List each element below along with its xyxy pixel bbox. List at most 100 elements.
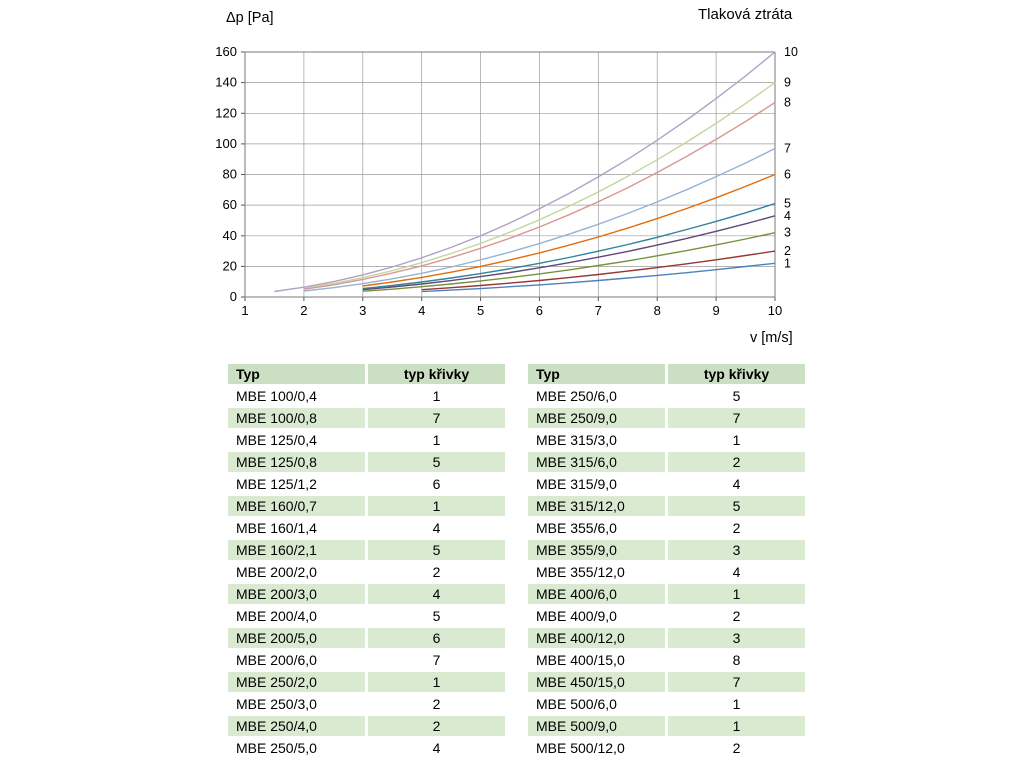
type-cell: MBE 200/6,0: [236, 652, 317, 668]
curve-label-8: 8: [784, 96, 791, 110]
curve-number-cell: 1: [368, 496, 505, 516]
type-cell: MBE 250/4,0: [228, 716, 365, 736]
curve-number-cell: 8: [732, 652, 741, 668]
x-tick-label: 8: [654, 303, 661, 318]
type-cell: MBE 500/9,0: [528, 716, 665, 736]
x-tick-label: 5: [477, 303, 484, 318]
y-tick-label: 20: [223, 258, 237, 273]
type-cell: MBE 250/6,0: [536, 388, 617, 404]
type-cell: MBE 355/9,0: [528, 540, 665, 560]
type-cell: MBE 200/2,0: [236, 564, 317, 580]
type-cell: MBE 315/9,0: [536, 476, 617, 492]
curve-number-cell: 4: [432, 520, 441, 536]
table-row: MBE 250/2,0 1: [228, 672, 505, 692]
table-row: MBE 100/0,8 7: [228, 408, 505, 428]
table-row: MBE 200/2,0 2: [228, 562, 505, 582]
curve-label-9: 9: [784, 76, 791, 90]
curve-label-7: 7: [784, 142, 791, 156]
curve-number-cell: 1: [732, 432, 741, 448]
table-row: MBE 250/4,0 2: [228, 716, 505, 736]
type-cell: MBE 160/0,7: [228, 496, 365, 516]
x-tick-label: 9: [712, 303, 719, 318]
y-tick-label: 140: [215, 75, 237, 90]
curve-label-5: 5: [784, 197, 791, 211]
type-cell: MBE 100/0,8: [228, 408, 365, 428]
curve-number-cell: 1: [668, 584, 805, 604]
curve-label-3: 3: [784, 226, 791, 240]
y-tick-label: 60: [223, 197, 237, 212]
curve-number-cell: 2: [732, 608, 741, 624]
curve-number-cell: 3: [668, 628, 805, 648]
table-row: MBE 160/1,4 4: [228, 518, 505, 538]
curve-line-2: [421, 250, 776, 291]
table-row: MBE 125/1,2 6: [228, 474, 505, 494]
table-row: MBE 400/15,0 8: [528, 650, 805, 670]
table-row: MBE 200/6,0 7: [228, 650, 505, 670]
curve-number-cell: 1: [432, 432, 441, 448]
y-axis-label: Δp [Pa]: [226, 10, 274, 26]
y-tick-label: 40: [223, 228, 237, 243]
type-cell: MBE 500/6,0: [536, 696, 617, 712]
curve-label-1: 1: [784, 256, 791, 270]
table-row: MBE 500/6,0 1: [528, 694, 805, 714]
curve-label-6: 6: [784, 168, 791, 182]
table-row: MBE 100/0,4 1: [228, 386, 505, 406]
curve-number-cell: 1: [668, 716, 805, 736]
type-cell: MBE 250/9,0: [528, 408, 665, 428]
table-header-row: Typ typ křivky: [228, 364, 505, 384]
table-row: MBE 250/3,0 2: [228, 694, 505, 714]
curve-number-cell: 7: [432, 652, 441, 668]
chart-title: Tlaková ztráta: [698, 6, 793, 23]
table-row: MBE 200/3,0 4: [228, 584, 505, 604]
type-cell: MBE 160/2,1: [228, 540, 365, 560]
table-header-row: Typ typ křivky: [528, 364, 805, 384]
table-row: MBE 355/12,0 4: [528, 562, 805, 582]
type-cell: MBE 200/3,0: [228, 584, 365, 604]
table-row: MBE 200/5,0 6: [228, 628, 505, 648]
type-cell: MBE 100/0,4: [236, 388, 317, 404]
curve-line-4: [362, 215, 776, 291]
type-cell: MBE 400/15,0: [536, 652, 625, 668]
table-row: MBE 160/0,7 1: [228, 496, 505, 516]
curve-number-cell: 7: [668, 408, 805, 428]
table-row: MBE 500/9,0 1: [528, 716, 805, 736]
curve-line-3: [362, 232, 776, 292]
curve-number-cell: 5: [732, 388, 741, 404]
table-row: MBE 250/9,0 7: [528, 408, 805, 428]
type-cell: MBE 125/1,2: [236, 476, 317, 492]
curve-number-cell: 6: [432, 476, 441, 492]
type-cell: MBE 250/5,0: [236, 740, 317, 756]
type-cell: MBE 125/0,8: [228, 452, 365, 472]
curve-number-cell: 2: [368, 716, 505, 736]
type-cell: MBE 400/9,0: [536, 608, 617, 624]
x-tick-label: 1: [241, 303, 248, 318]
table-row: MBE 315/12,0 5: [528, 496, 805, 516]
curve-number-cell: 1: [432, 388, 441, 404]
table-row: MBE 315/3,0 1: [528, 430, 805, 450]
table-row: MBE 400/6,0 1: [528, 584, 805, 604]
curve-number-cell: 5: [368, 452, 505, 472]
curve-line-10: [274, 51, 776, 293]
curve-line-9: [303, 82, 776, 290]
x-tick-label: 10: [768, 303, 782, 318]
curve-number-cell: 6: [368, 628, 505, 648]
type-cell: MBE 250/3,0: [236, 696, 317, 712]
x-tick-label: 4: [418, 303, 425, 318]
table-row: MBE 355/6,0 2: [528, 518, 805, 538]
curve-label-10: 10: [784, 45, 798, 59]
curve-number-cell: 7: [668, 672, 805, 692]
type-cell: MBE 500/12,0: [536, 740, 625, 756]
curve-number-cell: 4: [732, 564, 741, 580]
x-axis-label: v [m/s]: [750, 330, 793, 346]
curve-label-4: 4: [784, 209, 791, 223]
curve-number-cell: 4: [368, 584, 505, 604]
table-row: MBE 125/0,4 1: [228, 430, 505, 450]
type-cell: MBE 160/1,4: [236, 520, 317, 536]
table-row: MBE 400/9,0 2: [528, 606, 805, 626]
type-cell: MBE 450/15,0: [528, 672, 665, 692]
curve-line-7: [303, 147, 776, 292]
type-cell: MBE 315/12,0: [528, 496, 665, 516]
table-row: MBE 250/5,0 4: [228, 738, 505, 758]
